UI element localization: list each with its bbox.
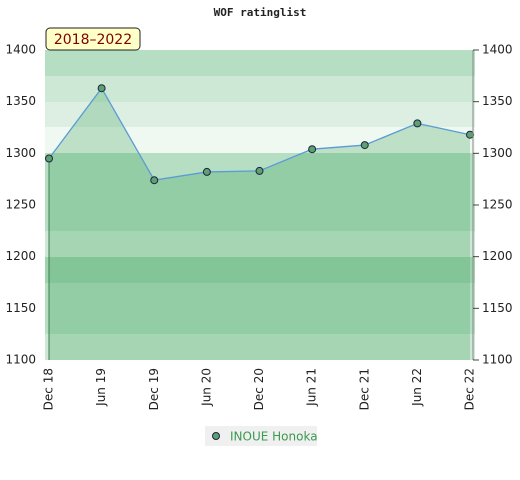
y2-tick-label: 1300	[482, 146, 513, 160]
y-tick-label: 1250	[5, 198, 36, 212]
badge-box	[45, 27, 141, 51]
y-tick-label: 1100	[5, 353, 36, 367]
y-tick-label: 1300	[5, 146, 36, 160]
x-tick-label: Jun 21	[305, 368, 319, 407]
legend-marker	[212, 432, 220, 440]
y2-tick-label: 1350	[482, 94, 513, 108]
plot	[45, 84, 474, 360]
x-tick-label: Jun 19	[94, 368, 108, 407]
y-tick-label: 1400	[5, 43, 36, 57]
y2-tick-label: 1100	[482, 353, 513, 367]
point	[202, 167, 211, 176]
y2-tick-label: 1200	[482, 249, 513, 263]
point	[255, 166, 264, 175]
area	[49, 88, 470, 360]
x-tick-label: Jun 22	[410, 368, 424, 407]
point	[150, 176, 159, 185]
y2-tick-label: 1250	[482, 198, 513, 212]
point	[360, 141, 369, 150]
x-tick-label: Dec 21	[357, 368, 371, 410]
y2-tick-label: 1150	[482, 301, 513, 315]
y-tick-label: 1350	[5, 94, 36, 108]
x-tick-label: Dec 20	[252, 368, 266, 410]
point	[45, 154, 53, 163]
point	[413, 119, 422, 128]
legend-box	[205, 426, 317, 446]
x-tick-label: Dec 19	[147, 368, 161, 410]
legend-label: INOUE Honoka	[230, 430, 318, 444]
point	[308, 145, 317, 154]
y-tick-label: 1200	[5, 249, 36, 263]
badge: 2018–2022	[54, 32, 132, 48]
chart-title: WOF ratinglist	[214, 6, 307, 19]
x-tick-label: Dec 18	[42, 368, 56, 410]
point	[466, 130, 474, 139]
x-tick-label: Jun 20	[199, 368, 213, 407]
y-tick-label: 1150	[5, 301, 36, 315]
point	[97, 84, 106, 93]
x-tick-label: Dec 22	[463, 368, 477, 410]
y2-tick-label: 1400	[482, 43, 513, 57]
